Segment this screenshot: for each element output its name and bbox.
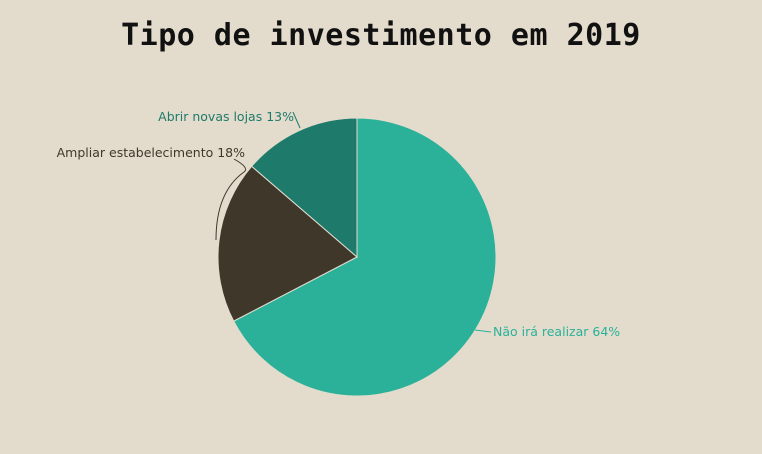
slice-label-1: Ampliar estabelecimento 18% — [57, 145, 245, 160]
leader-line-0 — [474, 329, 492, 333]
pie-slice-2 — [250, 117, 358, 259]
slice-label-2: Abrir novas lojas 13% — [158, 109, 294, 124]
pie-slices — [217, 117, 497, 397]
pie-slice-0 — [233, 117, 497, 397]
slice-label-0: Não irá realizar 64% — [493, 324, 620, 339]
pie-labels: Não irá realizar 64% Ampliar estabelecime… — [57, 109, 621, 339]
leader-line-1 — [215, 158, 247, 241]
chart-title: Tipo de investimento em 2019 — [121, 18, 641, 53]
pie-slice-1 — [217, 165, 358, 322]
leader-line-2 — [292, 111, 301, 129]
